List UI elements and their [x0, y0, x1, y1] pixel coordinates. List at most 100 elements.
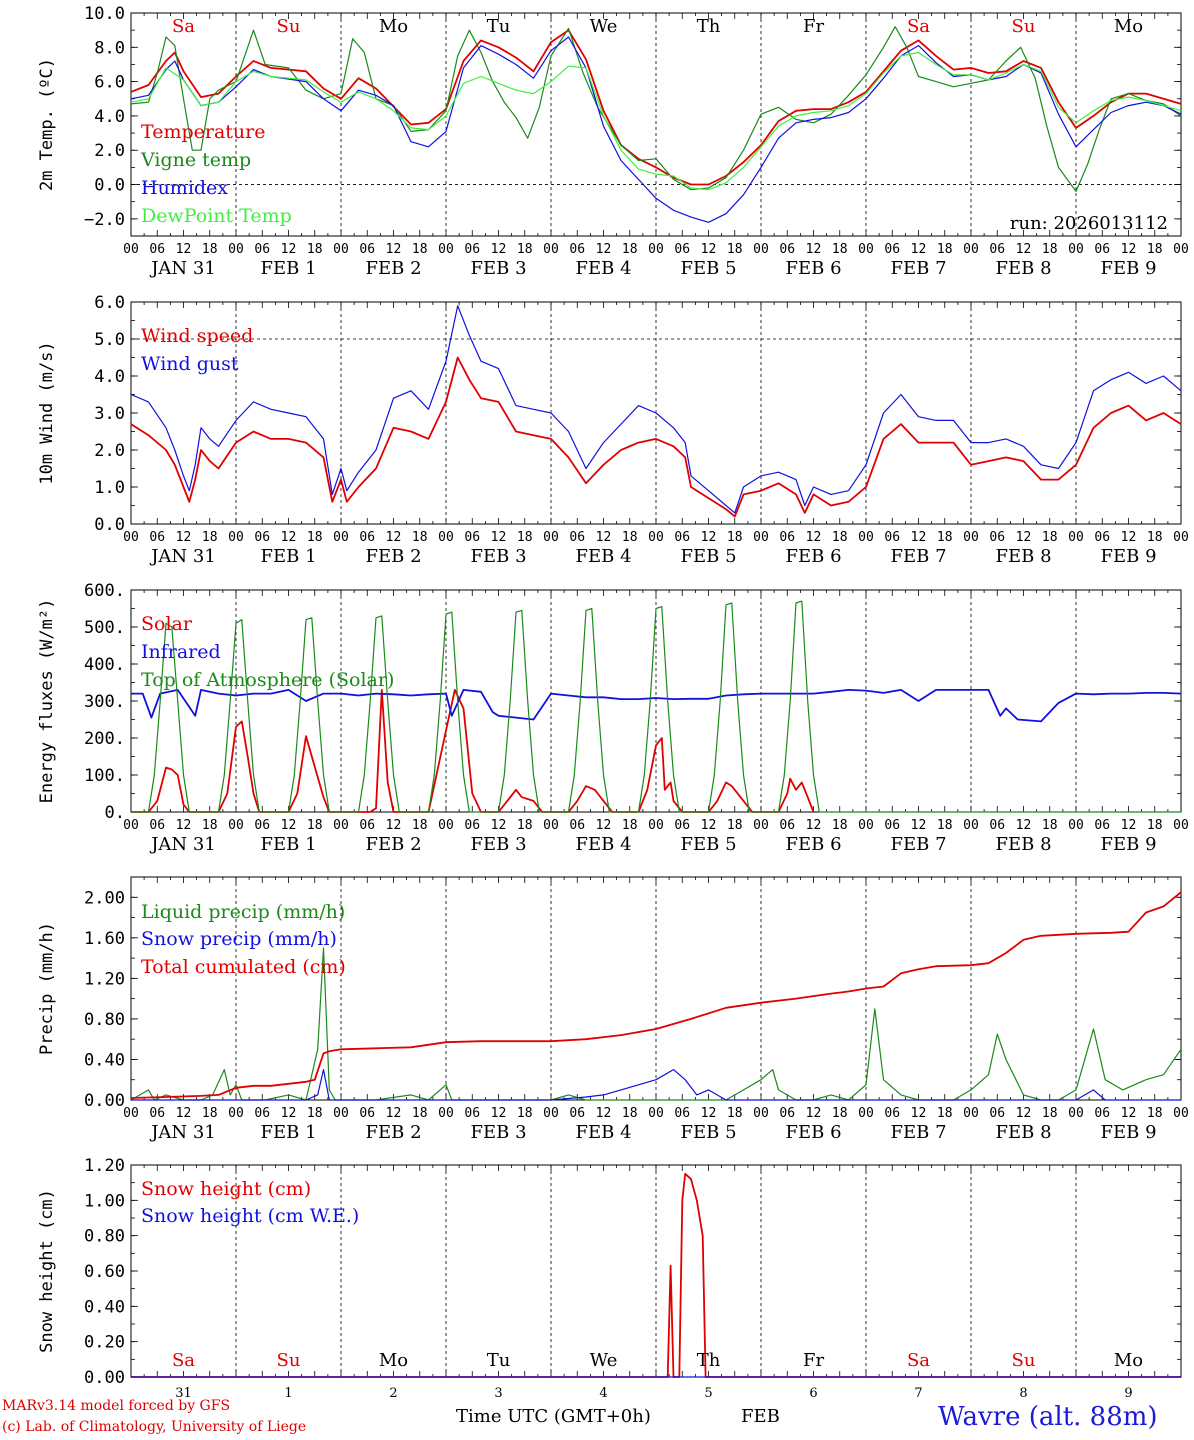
hour-label: 12: [911, 530, 927, 545]
hour-label: 12: [176, 1106, 192, 1121]
weekday-label: Th: [697, 1350, 721, 1371]
hour-label: 06: [149, 242, 165, 257]
hour-label: 06: [569, 1106, 585, 1121]
hour-label: 00: [1173, 818, 1189, 833]
legend-entry: Temperature: [141, 121, 265, 143]
day-label: FEB 3: [470, 834, 526, 855]
hour-label: 18: [937, 1106, 953, 1121]
hour-label: 06: [674, 530, 690, 545]
panel-energy: [130, 589, 1182, 813]
weekday-label: Mo: [379, 16, 408, 37]
hour-label: 00: [333, 530, 349, 545]
y-tick-label: 600.: [84, 581, 125, 601]
hour-label: 06: [989, 242, 1005, 257]
hour-label: 12: [806, 818, 822, 833]
y-tick-label: 0.80: [84, 1010, 125, 1030]
series-infrared: [131, 689, 1182, 723]
y-tick-label: 500.: [84, 618, 125, 638]
hour-label: 18: [307, 530, 323, 545]
hour-label: 18: [937, 818, 953, 833]
weekday-label: Su: [1012, 1350, 1036, 1371]
hour-label: 06: [1094, 818, 1110, 833]
hour-label: 18: [622, 242, 638, 257]
legend-entry: Snow height (cm W.E.): [141, 1205, 359, 1227]
hour-label: 18: [832, 1106, 848, 1121]
y-tick-label: 0.20: [84, 1333, 125, 1353]
hour-label: 00: [648, 1106, 664, 1121]
hour-label: 06: [884, 818, 900, 833]
y-tick-label: 10.0: [84, 4, 125, 24]
hour-label: 06: [149, 1106, 165, 1121]
legend-entry: Infrared: [141, 641, 221, 663]
hour-label: 18: [1147, 530, 1163, 545]
day-label: FEB 8: [995, 546, 1051, 567]
y-tick-label: 1.0: [94, 478, 125, 498]
hour-label: 06: [989, 530, 1005, 545]
legend-entry: Total cumulated (cm): [141, 956, 346, 978]
hour-label: 00: [228, 818, 244, 833]
hour-label: 12: [701, 818, 717, 833]
hour-label: 12: [596, 242, 612, 257]
weekday-label: Fr: [803, 1350, 824, 1371]
hour-label: 18: [1042, 1106, 1058, 1121]
hour-label: 06: [779, 1106, 795, 1121]
y-tick-label: 200.: [84, 729, 125, 749]
hour-label: 00: [963, 530, 979, 545]
hour-label: 00: [543, 242, 559, 257]
series-snow-height-cm-: [131, 1172, 1181, 1378]
weekday-label: Sa: [907, 1350, 930, 1371]
hour-label: 18: [1147, 1106, 1163, 1121]
hour-label: 12: [806, 1106, 822, 1121]
hour-label: 06: [254, 818, 270, 833]
day-label: FEB 2: [365, 834, 421, 855]
y-tick-label: 0.60: [84, 1262, 125, 1282]
weekday-label: We: [590, 16, 618, 37]
day-label: FEB 1: [260, 834, 316, 855]
weekday-label: Sa: [172, 16, 195, 37]
footer-copyright: (c) Lab. of Climatology, University of L…: [2, 1419, 307, 1435]
run-label: run: 2026013112: [1010, 213, 1168, 234]
hour-label: 00: [1068, 1106, 1084, 1121]
hour-label: 18: [727, 1106, 743, 1121]
legend-entry: Wind speed: [141, 325, 253, 347]
hour-label: 12: [911, 1106, 927, 1121]
hour-label: 12: [911, 818, 927, 833]
hour-label: 00: [648, 242, 664, 257]
panel-wind: [130, 301, 1182, 525]
hour-label: 12: [386, 1106, 402, 1121]
hour-label: 06: [359, 818, 375, 833]
hour-label: 18: [517, 242, 533, 257]
day-label: JAN 31: [149, 834, 216, 855]
day-label: FEB 3: [470, 258, 526, 279]
day-label: JAN 31: [149, 1122, 216, 1143]
hour-label: 00: [753, 530, 769, 545]
y-tick-label: 5.0: [94, 330, 125, 350]
y-tick-label: 2.0: [94, 141, 125, 161]
hour-label: 18: [412, 1106, 428, 1121]
y-tick-label: 100.: [84, 766, 125, 786]
y-axis-title: 2m Temp. (ºC): [37, 58, 57, 191]
hour-label: 12: [701, 242, 717, 257]
hour-label: 00: [753, 818, 769, 833]
day-number-label: 5: [704, 1386, 712, 1401]
hour-label: 06: [464, 818, 480, 833]
hour-label: 00: [1173, 1106, 1189, 1121]
series-wind-gust: [130, 305, 1182, 514]
hour-label: 00: [228, 530, 244, 545]
y-tick-label: 300.: [84, 692, 125, 712]
day-label: FEB 4: [575, 258, 631, 279]
day-label: FEB 1: [260, 1122, 316, 1143]
hour-label: 06: [569, 530, 585, 545]
hour-label: 12: [491, 818, 507, 833]
hour-label: 00: [858, 530, 874, 545]
hour-label: 06: [884, 1106, 900, 1121]
hour-label: 00: [123, 530, 139, 545]
hour-label: 18: [832, 242, 848, 257]
day-label: FEB 7: [890, 258, 946, 279]
day-label: JAN 31: [149, 546, 216, 567]
hour-label: 06: [149, 818, 165, 833]
hour-label: 00: [333, 1106, 349, 1121]
hour-label: 18: [517, 530, 533, 545]
day-label: FEB 2: [365, 546, 421, 567]
y-tick-label: 400.: [84, 655, 125, 675]
